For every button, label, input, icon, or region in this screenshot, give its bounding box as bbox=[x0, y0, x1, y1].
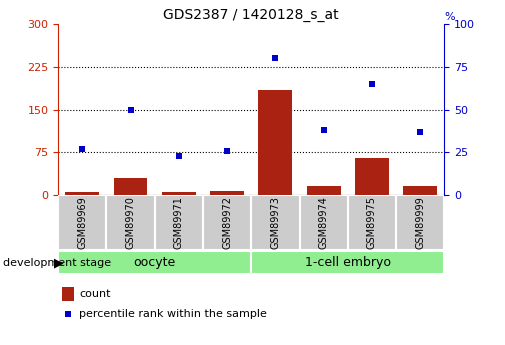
FancyBboxPatch shape bbox=[155, 195, 203, 250]
Bar bbox=[62, 287, 74, 301]
Text: 1-cell embryo: 1-cell embryo bbox=[305, 256, 391, 269]
Bar bbox=[355, 158, 389, 195]
Point bbox=[175, 153, 183, 158]
FancyBboxPatch shape bbox=[107, 195, 155, 250]
Text: GSM89973: GSM89973 bbox=[270, 196, 280, 249]
Point bbox=[416, 129, 424, 135]
FancyBboxPatch shape bbox=[58, 251, 251, 274]
Text: GSM89974: GSM89974 bbox=[319, 196, 329, 249]
Bar bbox=[403, 186, 437, 195]
Text: ▶: ▶ bbox=[54, 256, 64, 269]
Text: GSM89969: GSM89969 bbox=[77, 196, 87, 249]
Bar bbox=[114, 178, 147, 195]
Text: oocyte: oocyte bbox=[133, 256, 176, 269]
Point bbox=[78, 146, 86, 151]
Title: GDS2387 / 1420128_s_at: GDS2387 / 1420128_s_at bbox=[164, 8, 339, 22]
Point bbox=[368, 81, 376, 87]
Point bbox=[223, 148, 231, 153]
Point bbox=[271, 56, 279, 61]
Bar bbox=[210, 191, 244, 195]
Point bbox=[335, 180, 343, 186]
Text: GSM89972: GSM89972 bbox=[222, 196, 232, 249]
Text: count: count bbox=[79, 289, 111, 299]
FancyBboxPatch shape bbox=[203, 195, 251, 250]
FancyBboxPatch shape bbox=[396, 195, 444, 250]
Text: development stage: development stage bbox=[3, 258, 111, 267]
Bar bbox=[307, 186, 340, 195]
Bar bbox=[162, 192, 196, 195]
Point bbox=[126, 107, 134, 112]
FancyBboxPatch shape bbox=[348, 195, 396, 250]
FancyBboxPatch shape bbox=[299, 195, 348, 250]
FancyBboxPatch shape bbox=[251, 251, 444, 274]
Text: GSM89971: GSM89971 bbox=[174, 196, 184, 249]
FancyBboxPatch shape bbox=[251, 195, 299, 250]
Text: GSM89970: GSM89970 bbox=[126, 196, 135, 249]
FancyBboxPatch shape bbox=[58, 195, 107, 250]
Text: percentile rank within the sample: percentile rank within the sample bbox=[79, 309, 267, 319]
Text: GSM89999: GSM89999 bbox=[415, 196, 425, 249]
Point bbox=[320, 127, 328, 133]
Text: GSM89975: GSM89975 bbox=[367, 196, 377, 249]
Bar bbox=[65, 192, 99, 195]
Text: %: % bbox=[444, 12, 455, 22]
Bar bbox=[259, 90, 292, 195]
